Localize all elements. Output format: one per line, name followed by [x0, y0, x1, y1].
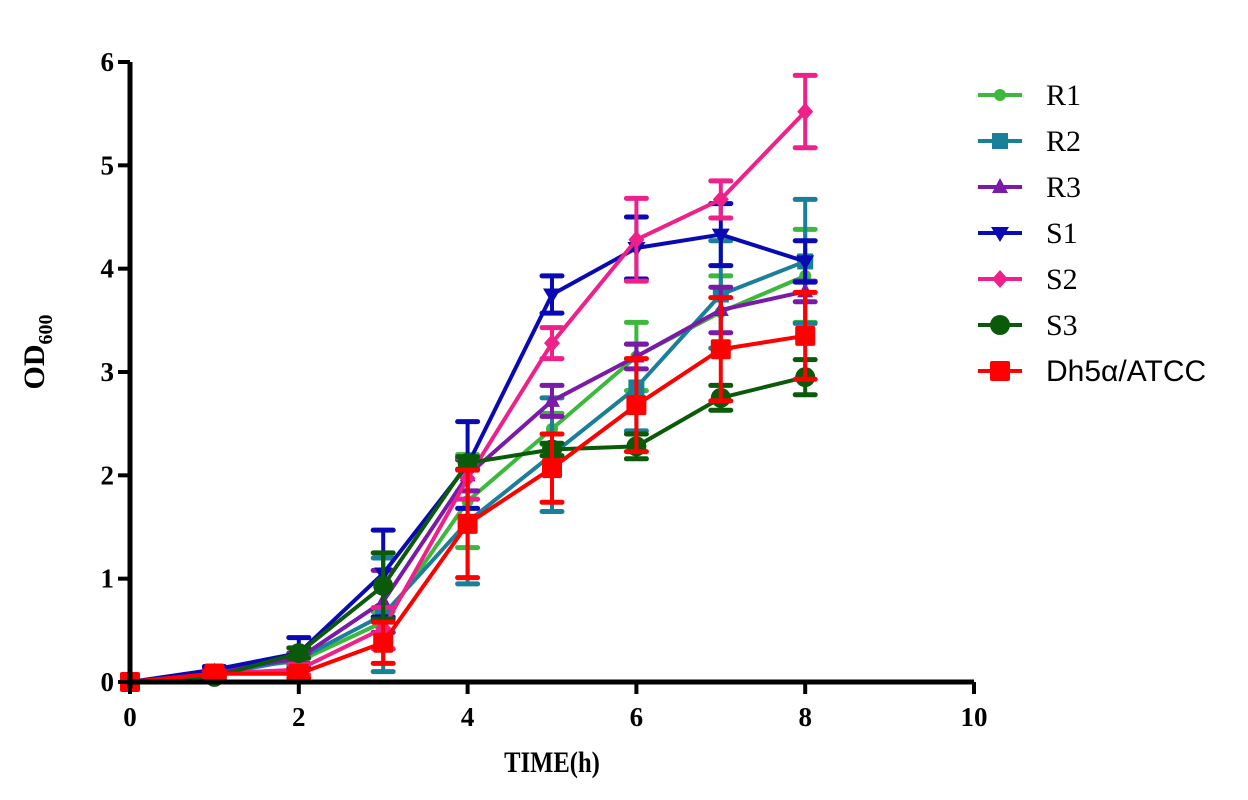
legend-swatch-marker: [992, 270, 1008, 288]
legend-item: S2: [978, 263, 1078, 296]
data-point: [711, 228, 730, 244]
y-axis-title-subscript: 600: [35, 315, 57, 345]
legend-item: R3: [978, 171, 1081, 204]
legend-swatch-marker: [992, 133, 1008, 149]
y-axis-title: OD600: [18, 315, 57, 390]
legend-item: R2: [978, 125, 1081, 158]
y-tick-label: 5: [101, 150, 115, 180]
y-ticks: 0 1 2 3 4 5 6: [101, 47, 130, 697]
legend-swatch-marker: [990, 315, 1010, 335]
legend-item: S3: [978, 309, 1078, 342]
data-point: [204, 663, 225, 684]
data-point: [626, 395, 647, 416]
legend-swatch-marker: [994, 89, 1006, 101]
x-ticks: 0 2 4 6 8 10: [123, 682, 988, 732]
data-point: [543, 288, 561, 304]
legend-swatch-marker: [991, 227, 1009, 242]
x-tick-label: 8: [798, 702, 812, 732]
legend-swatch-marker: [990, 361, 1010, 381]
x-tick-label: 10: [961, 702, 988, 732]
data-point: [795, 325, 816, 346]
legend-item: S1: [978, 217, 1078, 250]
legend-label: S2: [1046, 263, 1078, 296]
legend-swatch-marker: [992, 178, 1008, 193]
legend: R1 R2 R3 S1 S2 S3 Dh5α/ATCC: [978, 79, 1206, 388]
x-axis-title: TIME(h): [504, 746, 600, 779]
legend-label: R2: [1046, 125, 1081, 158]
series-layer: [120, 72, 818, 692]
legend-label: S1: [1046, 217, 1078, 250]
data-point: [544, 334, 560, 353]
x-tick-label: 6: [630, 702, 644, 732]
legend-label: Dh5α/ATCC: [1046, 355, 1206, 388]
data-point: [288, 643, 309, 664]
series-dh5-atcc: [120, 289, 818, 692]
data-point: [457, 513, 478, 534]
x-tick-label: 4: [461, 702, 475, 732]
legend-label: S3: [1046, 309, 1078, 342]
x-tick-label: 0: [123, 702, 137, 732]
series-line: [129, 110, 807, 684]
y-tick-label: 4: [101, 254, 115, 284]
y-tick-label: 1: [101, 564, 115, 594]
data-point: [542, 458, 562, 479]
y-axis-title-main: OD: [18, 345, 51, 390]
data-point: [544, 391, 560, 407]
legend-label: R3: [1046, 171, 1081, 204]
data-point: [796, 255, 815, 271]
data-point: [628, 230, 645, 249]
axes: 0 1 2 3 4 5 6 0 2 4 6 8 10: [101, 47, 988, 732]
data-point: [373, 575, 394, 596]
data-point: [373, 632, 394, 653]
data-point: [288, 663, 309, 684]
y-tick-label: 6: [101, 47, 115, 77]
legend-label: R1: [1046, 79, 1081, 112]
legend-item: R1: [978, 79, 1081, 112]
legend-item: Dh5α/ATCC: [978, 355, 1206, 388]
x-tick-label: 2: [292, 702, 306, 732]
y-tick-label: 0: [101, 667, 115, 697]
data-point: [712, 190, 729, 209]
y-tick-label: 3: [101, 357, 115, 387]
data-point: [797, 102, 814, 121]
data-point: [710, 339, 731, 360]
y-tick-label: 2: [101, 460, 115, 490]
